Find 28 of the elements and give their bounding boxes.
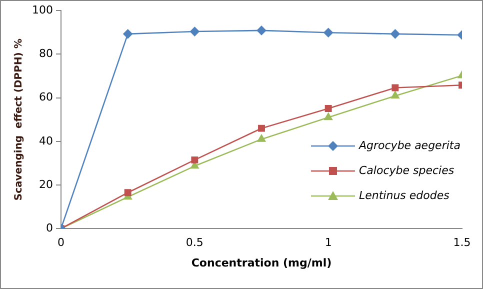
x-axis-title: Concentration (mg/ml): [191, 256, 332, 270]
point: [392, 84, 399, 92]
point: [324, 105, 332, 112]
x-tick-label: 0.5: [186, 236, 204, 250]
point: [256, 26, 266, 36]
point: [124, 189, 132, 196]
x-tick-label: 0: [57, 236, 64, 250]
y-tick-label: 80: [38, 47, 53, 60]
y-axis-title: Scavenging effect (DPPH) %: [14, 38, 25, 201]
legend-label: Agrocybe aegerita: [359, 139, 460, 152]
y-tick-label: 0: [46, 221, 53, 234]
x-tick-label: 1: [324, 236, 332, 250]
x-tick-label: 1.5: [453, 236, 471, 250]
point: [123, 29, 132, 39]
y-tick-label: 100: [32, 3, 53, 16]
point: [191, 156, 198, 164]
y-tick-label: 40: [38, 134, 53, 148]
y-tick-label: 60: [38, 90, 53, 104]
y-tick-label: 20: [38, 178, 53, 191]
point: [324, 28, 333, 38]
point: [190, 26, 200, 36]
point: [391, 91, 400, 98]
legend-label: Lentinus edodes: [359, 189, 450, 202]
point: [390, 29, 400, 39]
legend-label: Calocybe species: [359, 164, 454, 177]
point: [257, 134, 266, 142]
point: [258, 124, 265, 132]
point: [324, 112, 332, 120]
